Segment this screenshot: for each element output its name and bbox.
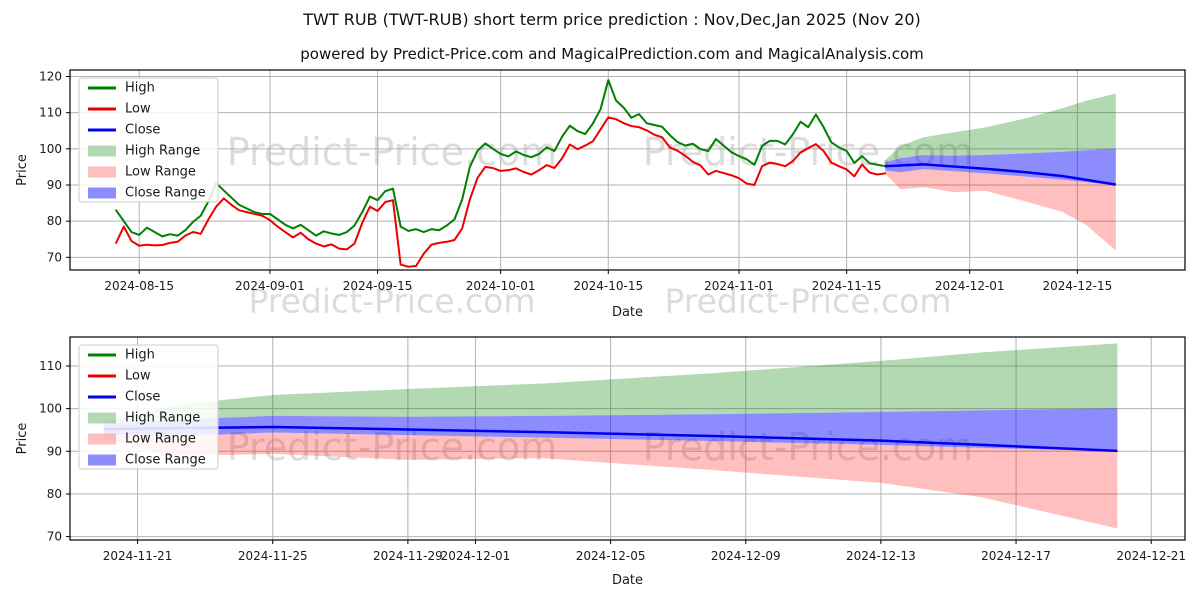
chart-subtitle: powered by Predict-Price.com and Magical… bbox=[300, 45, 924, 63]
y-tick-label: 80 bbox=[47, 214, 62, 228]
high-range-area bbox=[103, 343, 1118, 425]
legend-item-label: High Range bbox=[125, 144, 200, 159]
high-line bbox=[115, 79, 887, 238]
watermark-text: Predict-Price.com bbox=[664, 282, 951, 321]
legend-item-label: High Range bbox=[125, 411, 200, 426]
y-tick-label: 120 bbox=[39, 70, 62, 84]
x-tick-label: 2024-11-29 bbox=[373, 549, 443, 563]
legend-item-label: Low Range bbox=[125, 432, 196, 447]
y-tick-label: 90 bbox=[47, 178, 62, 192]
legend: High Low Close High Range Low Range Close Ran… bbox=[78, 77, 219, 203]
legend-item-label: Close bbox=[125, 123, 160, 138]
x-tick-label: 2024-12-05 bbox=[576, 549, 646, 563]
legend-swatch-patch bbox=[88, 166, 116, 178]
x-tick-label: 2024-08-15 bbox=[104, 279, 174, 293]
y-tick-label: 110 bbox=[39, 359, 62, 373]
y-axis-label: Price bbox=[15, 154, 30, 186]
low-line bbox=[115, 116, 887, 268]
watermark-text: Predict-Price.com bbox=[643, 130, 974, 174]
close-line bbox=[885, 163, 1116, 186]
legend-item-label: Low bbox=[125, 369, 151, 384]
x-tick-label: 2024-11-15 bbox=[812, 279, 882, 293]
plot-border bbox=[69, 69, 1186, 271]
x-tick-label: 2024-11-01 bbox=[704, 279, 774, 293]
legend-swatch-patch bbox=[88, 454, 116, 466]
x-axis-label: Date bbox=[612, 305, 643, 320]
watermark-text: Predict-Price.com bbox=[227, 130, 558, 174]
x-tick-label: 2024-12-09 bbox=[711, 549, 781, 563]
legend-swatch-patch bbox=[88, 433, 116, 445]
y-tick-label: 110 bbox=[39, 106, 62, 120]
x-tick-label: 2024-09-01 bbox=[235, 279, 305, 293]
x-tick-label: 2024-12-01 bbox=[935, 279, 1005, 293]
x-tick-label: 2024-12-01 bbox=[441, 549, 511, 563]
x-tick-label: 2024-12-21 bbox=[1116, 549, 1186, 563]
x-tick-label: 2024-10-01 bbox=[466, 279, 536, 293]
y-axis-label: Price bbox=[15, 423, 30, 455]
y-tick-label: 90 bbox=[47, 444, 62, 458]
plot-border bbox=[69, 336, 1186, 541]
legend-swatch-patch bbox=[88, 412, 116, 424]
y-tick-label: 70 bbox=[47, 530, 62, 544]
legend-item-label: High bbox=[125, 81, 155, 96]
x-tick-label: 2024-11-21 bbox=[103, 549, 173, 563]
y-tick-label: 70 bbox=[47, 250, 62, 264]
legend-item-label: Low Range bbox=[125, 165, 196, 180]
legend-item-label: Close bbox=[125, 390, 160, 405]
legend-swatch-patch bbox=[88, 145, 116, 157]
legend-item-label: Low bbox=[125, 102, 151, 117]
x-tick-label: 2024-12-13 bbox=[846, 549, 916, 563]
y-tick-label: 80 bbox=[47, 487, 62, 501]
x-tick-label: 2024-10-15 bbox=[573, 279, 643, 293]
x-tick-label: 2024-09-15 bbox=[343, 279, 413, 293]
legend: High Low Close High Range Low Range Close Ran… bbox=[78, 344, 219, 470]
legend-item-label: High bbox=[125, 348, 155, 363]
legend-item-label: Close Range bbox=[125, 453, 206, 468]
legend-box bbox=[78, 344, 219, 470]
x-tick-label: 2024-12-15 bbox=[1042, 279, 1112, 293]
legend-item-label: Close Range bbox=[125, 186, 206, 201]
high-range-area bbox=[885, 93, 1116, 163]
x-axis-label: Date bbox=[612, 573, 643, 588]
x-tick-label: 2024-12-17 bbox=[981, 549, 1051, 563]
low-range-area bbox=[885, 169, 1116, 251]
y-tick-label: 100 bbox=[39, 142, 62, 156]
x-tick-label: 2024-11-25 bbox=[238, 549, 308, 563]
watermark-text: Predict-Price.com bbox=[248, 282, 535, 321]
watermark-text: Predict-Price.com bbox=[643, 425, 974, 469]
legend-swatch-patch bbox=[88, 187, 116, 199]
y-tick-label: 100 bbox=[39, 402, 62, 416]
low-range-area bbox=[103, 432, 1118, 529]
chart-title: TWT RUB (TWT-RUB) short term price predi… bbox=[303, 10, 921, 29]
